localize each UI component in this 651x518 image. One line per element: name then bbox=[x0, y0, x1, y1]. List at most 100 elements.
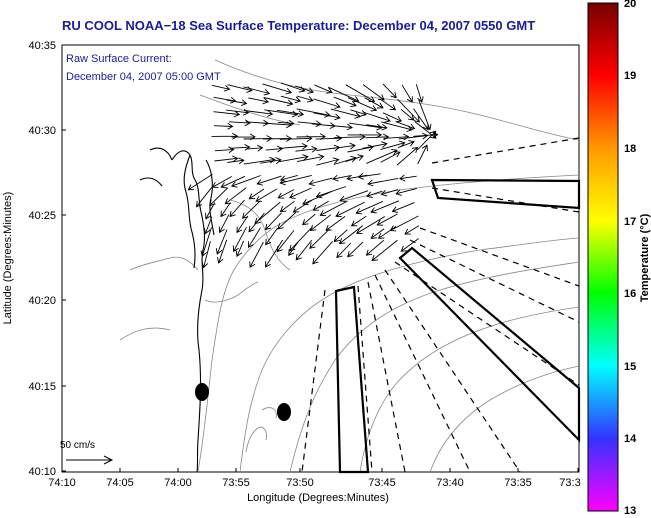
current-vector bbox=[289, 187, 312, 199]
current-vector bbox=[229, 199, 245, 218]
current-vector bbox=[400, 238, 419, 252]
current-vector bbox=[203, 216, 213, 235]
current-vector bbox=[297, 120, 322, 128]
current-vector bbox=[370, 228, 385, 239]
x-axis: 74:10 74:05 74:00 73:55 73:50 73:45 73:4… bbox=[48, 468, 581, 504]
current-vector bbox=[211, 176, 233, 188]
x-tick-label: 74:05 bbox=[106, 477, 134, 489]
colorbar-label: Temperature (°C) bbox=[639, 213, 651, 302]
subtitle-line-2: December 04, 2007 05:00 GMT bbox=[66, 71, 221, 83]
current-vector bbox=[362, 111, 391, 123]
current-vector bbox=[308, 177, 333, 187]
current-vector bbox=[413, 108, 429, 131]
current-vector bbox=[333, 155, 357, 165]
current-vector bbox=[213, 96, 237, 104]
current-vector bbox=[376, 213, 398, 226]
current-vector bbox=[235, 240, 245, 257]
current-vector bbox=[289, 226, 313, 252]
scale-bar-label: 50 cm/s bbox=[60, 440, 95, 451]
current-vector bbox=[211, 132, 239, 140]
current-vector bbox=[365, 239, 385, 256]
current-vector bbox=[243, 86, 271, 96]
current-vector bbox=[211, 84, 231, 92]
current-vector bbox=[315, 134, 343, 142]
x-tick-label: 73:50 bbox=[286, 477, 314, 489]
current-vector bbox=[187, 173, 213, 191]
current-vector bbox=[366, 148, 398, 164]
current-vector bbox=[314, 84, 333, 94]
current-vector bbox=[246, 144, 264, 152]
current-vector bbox=[367, 177, 399, 187]
scale-bar-arrow bbox=[66, 455, 114, 465]
current-vector bbox=[336, 242, 352, 259]
current-vector bbox=[339, 190, 369, 203]
current-vector bbox=[295, 239, 313, 261]
current-vector bbox=[262, 83, 293, 95]
current-vector bbox=[195, 187, 213, 208]
current-vector bbox=[347, 97, 378, 112]
y-tick-label: 40:25 bbox=[28, 210, 56, 222]
current-vector bbox=[325, 216, 346, 231]
current-vector bbox=[232, 226, 247, 253]
x-tick-label: 73:35 bbox=[504, 477, 532, 489]
current-vector bbox=[362, 141, 388, 149]
current-vector bbox=[380, 189, 399, 197]
y-tick-label: 40:35 bbox=[28, 40, 56, 52]
current-vector bbox=[399, 174, 417, 182]
colorbar-tick: 19 bbox=[624, 70, 636, 82]
current-vector bbox=[366, 123, 388, 131]
current-vector bbox=[404, 225, 420, 235]
current-vector bbox=[371, 239, 398, 262]
bathymetry-contours bbox=[119, 59, 580, 473]
current-vector bbox=[380, 151, 401, 163]
current-vector bbox=[356, 216, 386, 234]
current-vector bbox=[319, 200, 348, 217]
map-frame bbox=[61, 44, 580, 473]
current-vector bbox=[277, 189, 295, 199]
current-vector bbox=[226, 99, 248, 107]
y-tick-marks bbox=[62, 44, 66, 472]
x-tick-label: 73:55 bbox=[222, 477, 250, 489]
current-vector bbox=[309, 228, 330, 249]
current-vector bbox=[265, 145, 284, 153]
current-vector bbox=[312, 200, 329, 211]
current-vector bbox=[296, 108, 331, 118]
x-tick-label: 74:00 bbox=[164, 477, 192, 489]
current-vector bbox=[347, 241, 364, 258]
current-vector bbox=[395, 187, 417, 196]
current-vector bbox=[396, 121, 416, 131]
current-vector bbox=[330, 108, 361, 119]
current-vector bbox=[312, 241, 333, 265]
current-vector bbox=[383, 133, 410, 141]
current-vectors bbox=[187, 82, 439, 269]
colorbar-tick: 14 bbox=[624, 433, 637, 445]
y-axis-label: Latitude (Degrees:Minutes) bbox=[2, 192, 14, 325]
current-vector bbox=[345, 84, 376, 102]
current-vector bbox=[328, 123, 353, 131]
current-vector bbox=[265, 227, 278, 246]
current-vector bbox=[224, 187, 247, 205]
colorbar-tick: 17 bbox=[624, 216, 636, 228]
current-vector bbox=[248, 188, 265, 200]
current-vector bbox=[370, 200, 399, 214]
current-vector bbox=[227, 157, 245, 165]
current-vector bbox=[264, 109, 299, 118]
colorbar-tick: 13 bbox=[624, 505, 636, 517]
current-vector bbox=[277, 119, 295, 127]
station-marker-west bbox=[195, 383, 209, 401]
current-vector bbox=[248, 97, 270, 105]
current-vector bbox=[263, 97, 294, 107]
current-vector bbox=[279, 200, 295, 213]
y-tick-label: 40:10 bbox=[28, 466, 56, 478]
current-vector bbox=[220, 175, 246, 189]
y-tick-label: 40:15 bbox=[28, 381, 56, 393]
current-vector bbox=[332, 142, 356, 150]
current-vector bbox=[417, 144, 428, 165]
current-vector bbox=[355, 200, 384, 215]
current-vector bbox=[377, 226, 397, 239]
current-vector bbox=[213, 122, 234, 130]
current-vector bbox=[296, 95, 314, 103]
current-vector bbox=[228, 119, 251, 127]
current-vector bbox=[345, 154, 364, 163]
